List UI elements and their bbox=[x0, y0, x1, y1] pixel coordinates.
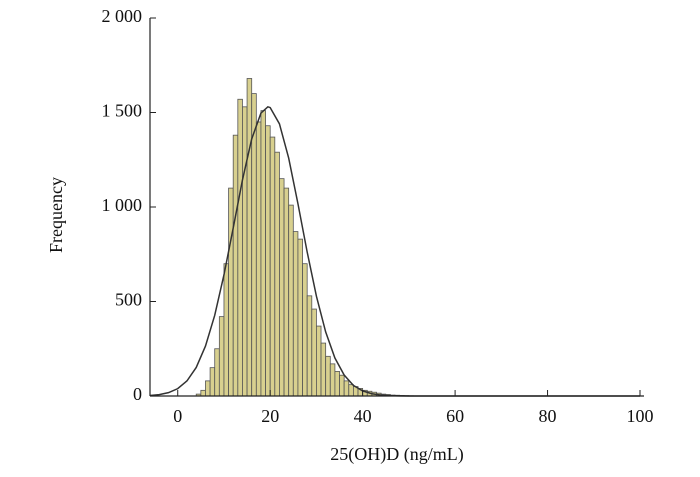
y-tick-label: 1 000 bbox=[102, 195, 143, 215]
bar bbox=[335, 371, 340, 396]
y-tick-label: 1 500 bbox=[102, 101, 143, 121]
bar bbox=[298, 239, 303, 396]
bar bbox=[293, 232, 298, 396]
bar bbox=[205, 381, 210, 396]
y-axis-label: Frequency bbox=[46, 177, 66, 253]
x-tick-label: 40 bbox=[354, 406, 372, 426]
bar bbox=[215, 349, 220, 396]
x-axis-label: 25(OH)D (ng/mL) bbox=[330, 444, 463, 465]
bar bbox=[238, 99, 243, 396]
x-tick-label: 0 bbox=[173, 406, 182, 426]
bar bbox=[219, 317, 224, 396]
y-tick-label: 0 bbox=[133, 384, 142, 404]
bar bbox=[201, 390, 206, 396]
x-tick-label: 20 bbox=[261, 406, 279, 426]
bar bbox=[326, 356, 331, 396]
bar bbox=[316, 326, 321, 396]
bar bbox=[247, 78, 252, 396]
bar bbox=[330, 364, 335, 396]
bar bbox=[275, 152, 280, 396]
bar bbox=[349, 385, 354, 396]
bar bbox=[229, 188, 234, 396]
bar bbox=[344, 381, 349, 396]
bar bbox=[303, 264, 308, 396]
bar bbox=[340, 375, 345, 396]
bar bbox=[224, 264, 229, 396]
bar bbox=[242, 107, 247, 396]
bar bbox=[289, 205, 294, 396]
bar bbox=[312, 309, 317, 396]
x-tick-label: 80 bbox=[539, 406, 557, 426]
bar bbox=[279, 179, 284, 396]
bar bbox=[270, 137, 275, 396]
bar bbox=[307, 296, 312, 396]
x-tick-label: 100 bbox=[627, 406, 654, 426]
bar bbox=[266, 126, 271, 396]
bar bbox=[256, 122, 261, 396]
bar bbox=[233, 135, 238, 396]
x-tick-label: 60 bbox=[446, 406, 464, 426]
bar bbox=[210, 368, 215, 396]
y-tick-label: 500 bbox=[115, 290, 142, 310]
y-tick-label: 2 000 bbox=[102, 6, 143, 26]
bar bbox=[321, 343, 326, 396]
bar bbox=[261, 111, 266, 396]
bar bbox=[284, 188, 289, 396]
